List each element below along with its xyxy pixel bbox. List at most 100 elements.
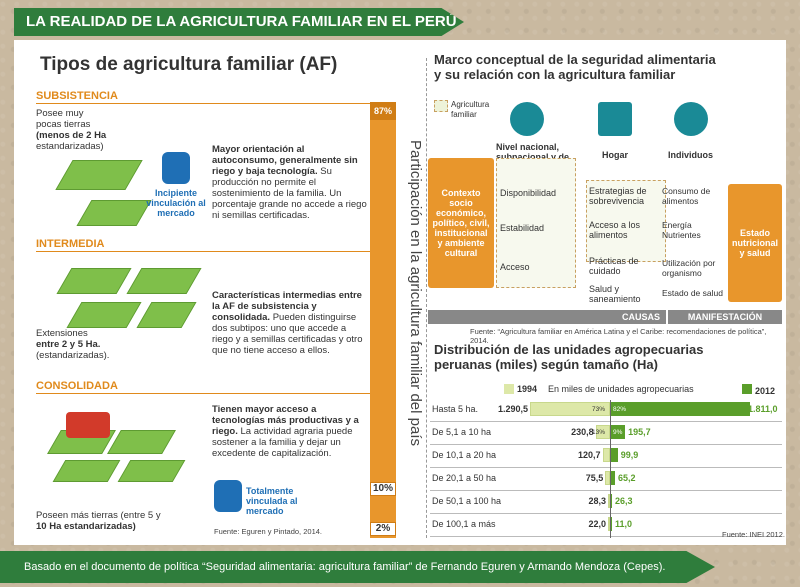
bar-2012: [610, 425, 626, 439]
category-label: De 5,1 a 10 ha: [432, 427, 492, 437]
field-illustration: [107, 430, 176, 454]
value-2012: 195,7: [628, 427, 651, 437]
value-1994: 1.290,5: [497, 404, 528, 414]
center-axis: [610, 400, 611, 538]
divider: [426, 58, 427, 538]
section-consolidada: CONSOLIDADA: [36, 380, 118, 392]
shopping-bag-icon: [162, 152, 190, 184]
participation-bar: [370, 102, 396, 538]
legend-swatch: [434, 100, 448, 112]
level-individual: Individuos: [668, 150, 713, 160]
row-divider: [430, 421, 782, 422]
value-2012: 11,0: [615, 519, 633, 529]
subsistencia-note: Posee muy pocas tierras (menos de 2 Ha e…: [36, 108, 107, 152]
value-2012: 65,2: [618, 473, 636, 483]
intermedia-note: Extensiones entre 2 y 5 Ha. (estandariza…: [36, 328, 110, 361]
field-illustration: [66, 302, 142, 328]
person-icon: [674, 102, 708, 136]
participation-87: 87%: [370, 102, 396, 120]
legend-1994-swatch: [504, 384, 514, 394]
bag-label: Incipiente vinculación al mercado: [146, 188, 206, 218]
subsistencia-desc: Mayor orientación al autoconsumo, genera…: [212, 144, 367, 221]
infographic-card: Tipos de agricultura familiar (AF) SUBSI…: [14, 40, 786, 545]
level-home: Hogar: [602, 150, 629, 160]
field-illustration: [56, 268, 132, 294]
category-label: De 50,1 a 100 ha: [432, 496, 502, 506]
bar-1994: [605, 471, 610, 485]
row-divider: [430, 467, 782, 468]
section-line: [36, 103, 370, 104]
bar-2012: [610, 471, 616, 485]
row-divider: [430, 444, 782, 445]
participation-10: 10%: [370, 482, 396, 496]
estrategias: Estrategias de sobrevivencia: [589, 186, 647, 206]
category-label: De 10,1 a 20 ha: [432, 450, 497, 460]
category-label: De 100,1 a más: [432, 519, 496, 529]
value-1994: 22,0: [588, 519, 606, 529]
bar-2012: [610, 494, 613, 508]
field-illustration: [55, 160, 143, 190]
distribution-source: Fuente: INEI 2012.: [722, 530, 785, 539]
category-label: Hasta 5 ha.: [432, 404, 479, 414]
disponibilidad: Disponibilidad: [500, 188, 557, 198]
pct-2012: 82%: [613, 406, 627, 413]
pct-1994: 73%: [592, 406, 606, 413]
bar-1994: [595, 425, 610, 439]
field-illustration: [136, 302, 197, 328]
home-group: [586, 180, 666, 262]
pct-2012: 9%: [613, 429, 623, 436]
field-illustration: [126, 268, 202, 294]
value-2012: 1.811,0: [748, 404, 778, 414]
value-1994: 75,5: [585, 473, 604, 483]
legend-2012-swatch: [742, 384, 752, 394]
field-illustration: [117, 460, 186, 482]
field-illustration: [52, 460, 121, 482]
bar-2012: [610, 517, 612, 531]
salud: Salud y saneamiento: [589, 284, 641, 304]
section-intermedia: INTERMEDIA: [36, 238, 105, 250]
acceso: Acceso: [500, 262, 530, 272]
page-footer: Basado en el documento de política “Segu…: [0, 551, 715, 583]
causas-bar: CAUSAS: [428, 310, 666, 324]
units-label: En miles de unidades agropecuarias: [548, 384, 694, 394]
section-subsistencia: SUBSISTENCIA: [36, 90, 118, 102]
consolidada-note: Poseen más tierras (entre 5 y 10 Ha esta…: [36, 510, 161, 532]
tractor-icon: [66, 412, 110, 438]
bar-1994: [608, 494, 610, 508]
row-divider: [430, 536, 782, 537]
framework-title: Marco conceptual de la seguridad aliment…: [434, 52, 716, 82]
bar-1994: [608, 517, 610, 531]
value-1994: 230,8: [571, 427, 594, 437]
practicas: Prácticas de cuidado: [589, 256, 639, 276]
distribution-title: Distribución de las unidades agropecuari…: [434, 342, 704, 372]
legend-2012: 2012: [755, 386, 776, 396]
value-1994: 120,7: [577, 450, 601, 460]
section-line: [36, 393, 370, 394]
energia: Energía Nutrientes: [662, 220, 701, 240]
bar-1994: [602, 448, 610, 462]
left-source: Fuente: Eguren y Pintado, 2014.: [214, 527, 322, 536]
context-box: Contexto socio económico, político, civi…: [428, 158, 494, 288]
category-label: De 20,1 a 50 ha: [432, 473, 497, 483]
acceso-alimentos: Acceso a los alimentos: [589, 220, 641, 240]
estado-nutricional-box: Estado nutricional y salud: [728, 184, 782, 302]
value-2012: 99,9: [620, 450, 639, 460]
intermedia-desc: Características intermedias entre la AF …: [212, 290, 363, 356]
legend-1994: 1994: [517, 384, 538, 394]
utilizacion: Utilización por organismo: [662, 258, 716, 278]
flag-icon: [510, 102, 544, 136]
value-2012: 26,3: [615, 496, 633, 506]
estabilidad: Estabilidad: [500, 223, 545, 233]
legend-label: Agricultura familiar: [451, 100, 490, 119]
framework-source: Fuente: “Agricultura familiar en América…: [470, 327, 767, 345]
bar-2012: [610, 448, 618, 462]
bag-label: Totalmente vinculada al mercado: [246, 486, 298, 516]
row-divider: [430, 513, 782, 514]
national-group: [496, 158, 576, 288]
manifestacion-bar: MANIFESTACIÓN: [668, 310, 782, 324]
bar-1994: [530, 402, 610, 416]
participation-2: 2%: [370, 522, 396, 536]
estado-salud: Estado de salud: [662, 288, 723, 298]
section-line: [36, 251, 370, 252]
bar-2012: [610, 402, 750, 416]
